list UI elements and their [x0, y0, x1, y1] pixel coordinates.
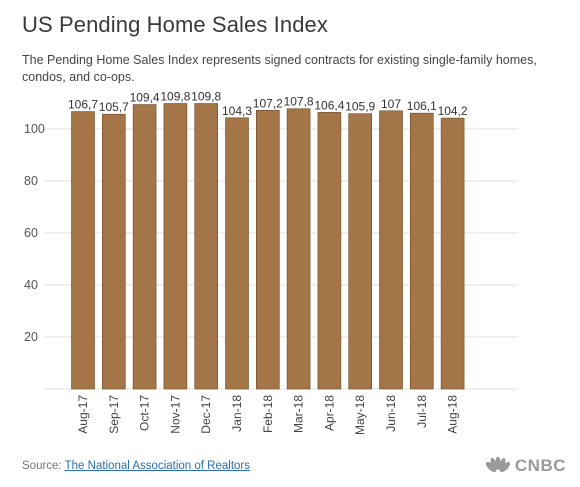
data-label: 106,7: [68, 98, 98, 112]
data-label: 105,9: [345, 100, 375, 114]
bar: [194, 103, 218, 390]
x-tick-label: Aug-18: [446, 395, 460, 434]
y-axis-ticks: 20 40 60 80 100: [24, 122, 45, 344]
x-tick-label: Jun-18: [384, 395, 398, 432]
x-tick-label: Apr-18: [322, 395, 336, 431]
y-tick-label: 40: [24, 278, 38, 292]
bar: [102, 113, 126, 390]
x-tick-label: Oct-17: [138, 395, 152, 431]
x-tick-label: Aug-17: [76, 395, 90, 434]
bar: [286, 108, 311, 390]
data-label: 105,7: [99, 100, 129, 114]
cnbc-logo: CNBC: [485, 456, 566, 476]
x-tick-label: Jan-18: [230, 395, 244, 432]
y-tick-label: 100: [24, 122, 45, 136]
source-note: Source: The National Association of Real…: [22, 460, 250, 472]
bar: [255, 109, 280, 390]
peacock-icon: [485, 457, 510, 473]
x-tick-label: Sep-17: [107, 395, 121, 434]
bar: [379, 110, 403, 390]
y-tick-label: 80: [24, 174, 38, 188]
bars: [71, 103, 465, 390]
logo-text: CNBC: [514, 456, 566, 475]
source-link[interactable]: The National Association of Realtors: [64, 460, 251, 472]
bar: [409, 112, 434, 390]
data-label: 106,1: [407, 99, 437, 113]
bar: [163, 103, 188, 390]
chart-title: US Pending Home Sales Index: [22, 12, 328, 37]
data-label: 107,2: [253, 96, 283, 110]
x-tick-label: Jul-18: [415, 395, 429, 428]
y-tick-label: 60: [24, 226, 38, 240]
data-label: 109,4: [130, 91, 160, 105]
data-label: 109,8: [160, 90, 190, 104]
data-label: 109,8: [191, 90, 221, 104]
x-tick-label: Dec-17: [199, 395, 213, 434]
x-tick-label: Feb-18: [261, 395, 275, 433]
bar: [317, 112, 342, 390]
source-prefix: Source:: [22, 460, 65, 472]
data-label: 107,8: [284, 95, 314, 109]
x-axis-ticks: Aug-17 Sep-17 Oct-17 Nov-17 Dec-17 Jan-18 Feb-…: [76, 395, 460, 435]
data-label: 107: [381, 97, 401, 111]
data-label: 104,2: [438, 104, 468, 118]
bar: [225, 117, 249, 390]
x-tick-label: Mar-18: [292, 395, 306, 433]
bar: [440, 117, 465, 390]
bar: [132, 104, 157, 390]
data-label: 106,4: [314, 98, 344, 112]
bar: [71, 111, 95, 390]
y-tick-label: 20: [24, 330, 38, 344]
x-tick-label: Nov-17: [168, 395, 182, 434]
bar: [348, 113, 373, 390]
chart-subtitle: The Pending Home Sales Index represents …: [22, 53, 537, 84]
x-tick-label: May-18: [353, 395, 367, 435]
data-label: 104,3: [222, 104, 252, 118]
